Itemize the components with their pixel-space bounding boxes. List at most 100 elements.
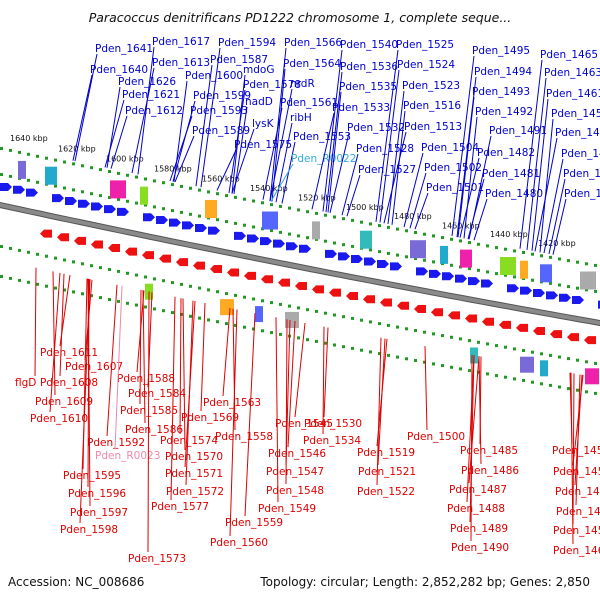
- ring-dot: [252, 199, 255, 203]
- forward-gene-arrow: [117, 207, 129, 216]
- gene-feature-block: [440, 245, 448, 264]
- ring-dot: [0, 147, 3, 150]
- ring-dot: [423, 360, 426, 364]
- gene-leader-line: [228, 89, 246, 193]
- kbp-tick-label: 1600 kbp: [106, 155, 144, 164]
- ring-dot: [171, 183, 174, 187]
- kbp-tick-label: 1540 kbp: [250, 184, 288, 193]
- ring-dot: [108, 196, 111, 199]
- ring-dot: [450, 335, 453, 339]
- reverse-gene-arrow: [159, 254, 171, 263]
- gene-leader-line: [185, 300, 194, 486]
- gene-label-pden_1585: Pden_1585: [120, 405, 178, 417]
- reverse-gene-arrow: [227, 268, 239, 277]
- gene-label-pden_1560: Pden_1560: [210, 537, 268, 549]
- ring-dot: [558, 385, 561, 389]
- kbp-tick-label: 1620 kbp: [58, 145, 96, 154]
- ring-dot: [9, 276, 12, 280]
- ring-dot: [297, 234, 300, 238]
- ring-dot: [207, 318, 210, 322]
- ring-dot: [585, 288, 588, 292]
- ring-dot: [180, 312, 183, 316]
- gene-label-pden_1516: Pden_1516: [403, 100, 461, 112]
- ring-dot: [144, 305, 147, 309]
- reverse-gene-arrow: [397, 301, 409, 310]
- gene-feature-block: [285, 312, 299, 328]
- reverse-gene-arrow: [40, 229, 52, 238]
- ring-dot: [162, 181, 165, 185]
- ring-dot: [144, 177, 147, 181]
- ring-dot: [594, 361, 597, 365]
- ring-dot: [252, 297, 255, 301]
- gene-label-pden_1553: Pden_1553: [293, 131, 351, 143]
- ring-dot: [342, 243, 345, 247]
- ring-dot: [414, 359, 417, 362]
- ring-dot: [315, 339, 318, 343]
- ring-dot: [315, 211, 318, 215]
- gene-label-pden_1532: Pden_1532: [347, 122, 405, 134]
- gene-label-pden_1490: Pden_1490: [451, 542, 509, 554]
- gene-leader-line: [552, 198, 567, 255]
- reverse-gene-arrow: [516, 323, 528, 332]
- gene-leader-line: [170, 296, 176, 501]
- ring-dot: [54, 158, 57, 162]
- gene-feature-block: [500, 257, 516, 275]
- gene-feature-block: [360, 230, 372, 249]
- gene-feature-block: [520, 356, 534, 373]
- ring-dot: [54, 286, 57, 290]
- gene-label-pden_1575: Pden_1575: [234, 139, 292, 151]
- ring-dot: [486, 244, 489, 248]
- ring-dot: [162, 207, 165, 211]
- forward-gene-arrow: [143, 213, 155, 222]
- ring-dot: [81, 164, 84, 168]
- ring-dot: [189, 186, 192, 190]
- ring-dot: [225, 194, 228, 198]
- gene-label-pden_1463: Pden_1463: [544, 67, 600, 79]
- gene-feature-block: [460, 249, 472, 268]
- ring-dot: [9, 246, 12, 250]
- forward-gene-arrow: [533, 289, 545, 298]
- forward-gene-arrow: [273, 239, 285, 248]
- gene-label-pden_1546: Pden_1546: [268, 448, 326, 460]
- ring-dot: [63, 258, 66, 262]
- gene-leader-line: [232, 308, 236, 431]
- ring-dot: [18, 248, 21, 252]
- gene-label-pden_1598: Pden_1598: [60, 524, 118, 536]
- ring-dot: [360, 220, 363, 224]
- gene-leader-line: [572, 373, 575, 525]
- gene-feature-block: [220, 299, 234, 316]
- gene-leader-line: [548, 178, 566, 255]
- gene-leader-line: [174, 135, 195, 183]
- gene-feature-block: [540, 264, 552, 283]
- gene-label-pden_1456: Pden_1456: [555, 486, 600, 498]
- forward-gene-arrow: [247, 234, 259, 243]
- gene-feature-block: [520, 260, 528, 279]
- ring-dot: [351, 218, 354, 222]
- forward-gene-arrow: [169, 218, 181, 227]
- ring-dot: [27, 280, 30, 284]
- gene-label-nrdr: nrdR: [290, 78, 315, 90]
- reverse-gene-arrow: [346, 291, 358, 300]
- ring-dot: [63, 288, 66, 292]
- gene-leader-line: [216, 149, 237, 191]
- ring-dot: [549, 281, 552, 285]
- gene-label-ribh: ribH: [290, 112, 312, 124]
- ring-dot: [306, 210, 309, 214]
- reverse-gene-arrow: [329, 288, 341, 297]
- ring-dot: [225, 322, 228, 326]
- ring-dot: [72, 188, 75, 192]
- gene-leader-line: [575, 374, 581, 506]
- forward-gene-arrow: [26, 188, 38, 197]
- ring-dot: [9, 148, 12, 152]
- ring-dot: [153, 205, 156, 209]
- kbp-tick-label: 1420 kbp: [538, 239, 576, 248]
- reverse-gene-arrow: [431, 308, 443, 317]
- ring-dot: [414, 329, 417, 332]
- gene-label-pden_1493: Pden_1493: [472, 86, 530, 98]
- ring-dot: [504, 247, 507, 251]
- gene-label-pden_1489: Pden_1489: [450, 523, 508, 535]
- gene-label-pden_1455: Pden_1455: [555, 127, 600, 139]
- ring-dot: [117, 269, 120, 273]
- ring-dot: [126, 199, 129, 203]
- gene-leader-line: [459, 157, 480, 238]
